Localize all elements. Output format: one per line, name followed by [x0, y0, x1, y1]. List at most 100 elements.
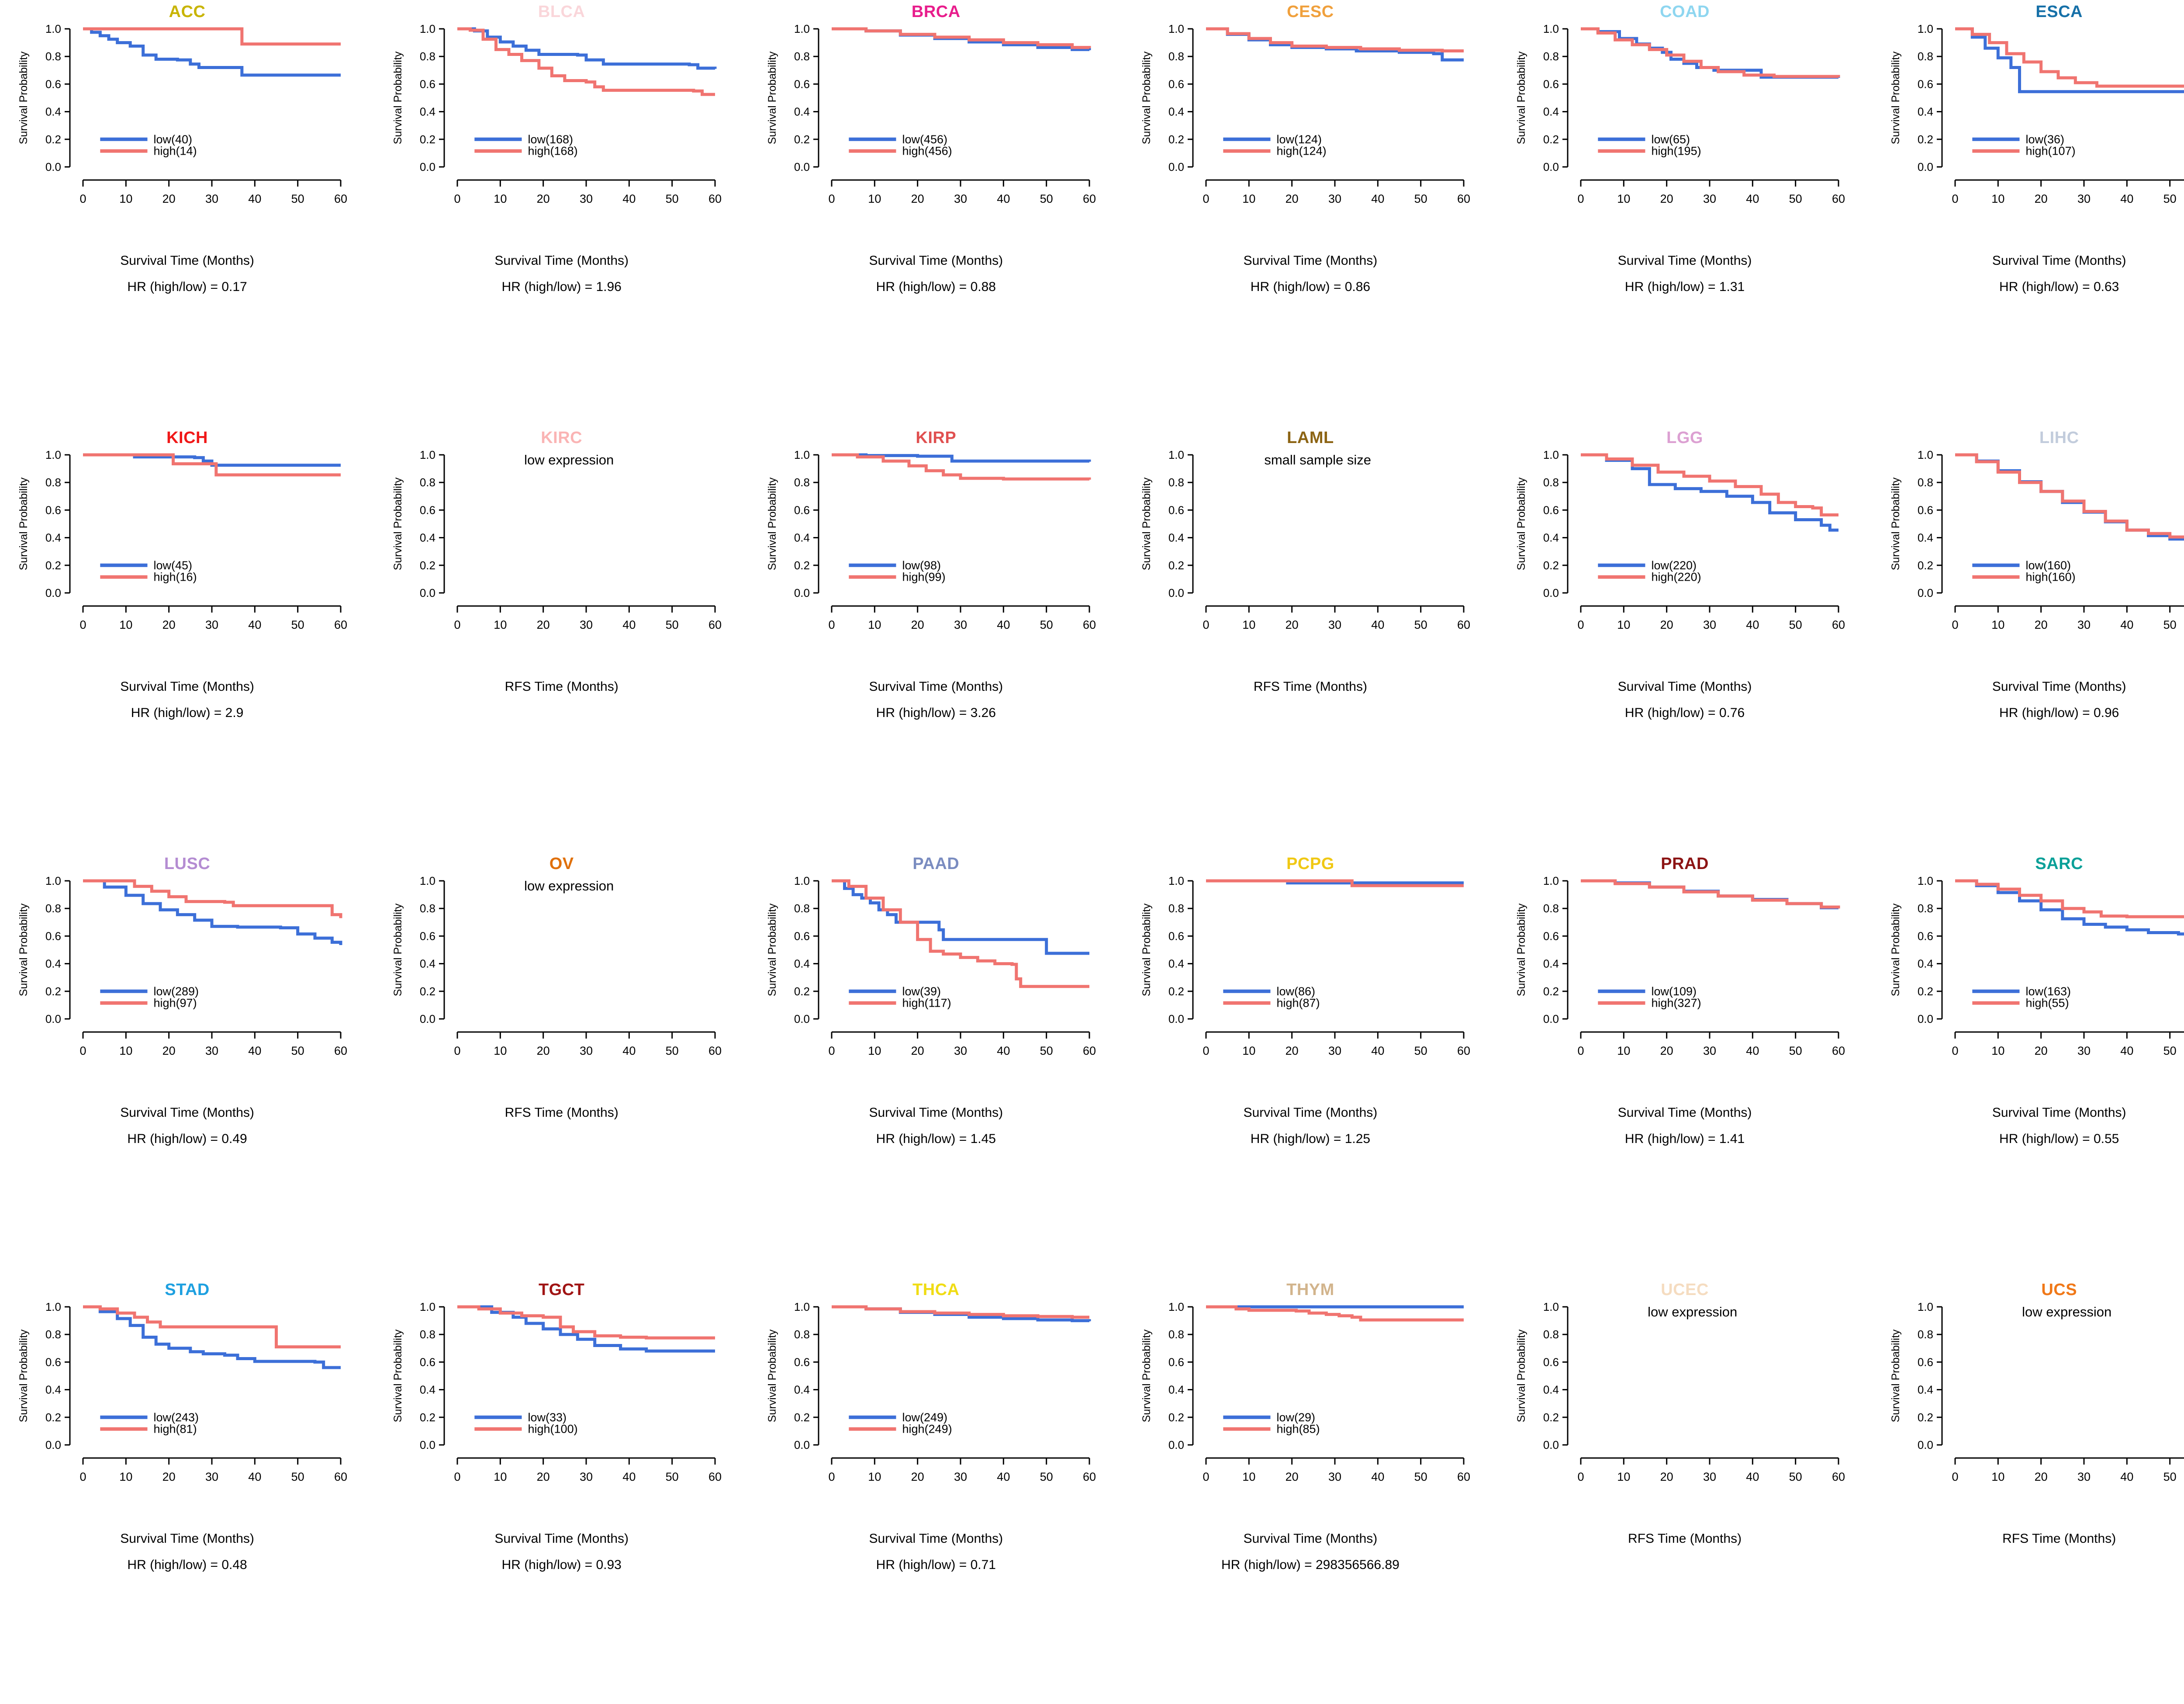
km-plot-area-ucec: Survival Probability 1.0 0.8 0.6 0.4 0.2 0.0 0 1…: [1515, 1301, 1845, 1483]
km-panel-thym: THYM Survival Probability 1.0 0.8 0.6 0.4 0.2 0…: [1123, 1278, 1497, 1704]
km-panel-ucec: UCEC Survival Probability 1.0 0.8 0.6 0.4 0.2 0…: [1498, 1278, 1872, 1704]
y-tick-label: 0.0: [420, 586, 435, 599]
y-tick-label: 1.0: [1917, 875, 1933, 887]
y-tick-label: 0.8: [794, 476, 810, 489]
legend-label-low: low(220): [1651, 559, 1697, 572]
y-tick-label: 0.6: [45, 929, 61, 942]
y-tick-label: 0.4: [1543, 105, 1559, 118]
y-tick-label: 0.6: [1917, 929, 1933, 942]
y-tick-label: 0.4: [1168, 105, 1184, 118]
legend-label-low: low(86): [1277, 985, 1316, 998]
x-tick-label: 60: [1832, 1470, 1845, 1483]
x-tick-label: 30: [1328, 1470, 1341, 1483]
x-axis-caption: RFS Time (Months): [505, 679, 619, 694]
y-tick-label: 0.8: [1168, 50, 1184, 63]
y-axis-label: Survival Probability: [17, 1329, 30, 1422]
x-tick-label: 40: [997, 1470, 1010, 1483]
panel-title-esca: ESCA: [2035, 3, 2083, 21]
hazard-ratio-caption: HR (high/low) = 3.26: [749, 706, 1123, 720]
y-tick-label: 0.4: [420, 105, 435, 118]
legend-label-low: low(45): [154, 559, 193, 572]
x-axis-caption: Survival Time (Months): [1243, 253, 1378, 268]
x-tick-label: 20: [537, 192, 550, 205]
x-tick-label: 30: [1328, 618, 1341, 631]
legend-label-high: high(249): [902, 1423, 952, 1436]
y-axis-label: Survival Probability: [1890, 1329, 1902, 1422]
y-axis-label: Survival Probability: [1515, 903, 1527, 996]
legend-label-low: low(39): [902, 985, 941, 998]
y-tick-label: 0.8: [794, 50, 810, 63]
legend-label-high: high(107): [2025, 145, 2075, 158]
x-axis-caption: Survival Time (Months): [869, 679, 1003, 694]
hazard-ratio-caption: HR (high/low) = 0.76: [1498, 706, 1872, 720]
x-tick-label: 20: [911, 618, 924, 631]
panel-title-coad: COAD: [1660, 3, 1710, 21]
hazard-ratio-prefix: HR (high/low) =: [1999, 706, 2094, 720]
km-panel-brca: BRCA Survival Probability 1.0 0.8 0.6 0.4 0.2 0…: [749, 0, 1123, 426]
panel-title-brca: BRCA: [911, 3, 961, 21]
legend-label-high: high(195): [1651, 145, 1701, 158]
hazard-ratio-caption: HR (high/low) = 0.55: [1872, 1132, 2184, 1146]
km-plot-area-brca: Survival Probability 1.0 0.8 0.6 0.4 0.2 0.0 0 1…: [766, 23, 1096, 205]
km-plot-area-prad: Survival Probability 1.0 0.8 0.6 0.4 0.2 0.0 0 1…: [1515, 875, 1845, 1057]
plot-wrapper: Survival Probability 1.0 0.8 0.6 0.4 0.2 0.0 0 1…: [766, 23, 1116, 206]
x-tick-label: 60: [334, 1470, 347, 1483]
x-tick-label: 0: [1952, 192, 1958, 205]
x-tick-label: 30: [2077, 1470, 2091, 1483]
legend-label-high: high(160): [2025, 571, 2075, 584]
legend-label-low: low(109): [1651, 985, 1697, 998]
y-axis-label: Survival Probability: [1890, 903, 1902, 996]
y-tick-label: 0.2: [1917, 985, 1933, 998]
y-tick-label: 1.0: [1543, 1301, 1559, 1313]
x-tick-label: 40: [1746, 618, 1759, 631]
x-tick-label: 50: [1789, 192, 1802, 205]
x-tick-label: 10: [868, 1470, 881, 1483]
y-axis-label: Survival Probability: [766, 903, 778, 996]
legend-label-high: high(117): [902, 997, 951, 1010]
survival-curve-high: [83, 1305, 341, 1349]
legend-label-low: low(160): [2025, 559, 2071, 572]
y-tick-label: 0.8: [45, 476, 61, 489]
km-plot-area-blca: Survival Probability 1.0 0.8 0.6 0.4 0.2 0.0 0 1…: [392, 23, 722, 205]
legend-label-high: high(85): [1277, 1423, 1320, 1436]
x-tick-label: 30: [205, 618, 218, 631]
survival-curve-high: [1580, 879, 1840, 909]
hazard-ratio-value: 1.41: [1719, 1132, 1745, 1146]
x-tick-label: 0: [1952, 1044, 1958, 1057]
x-axis-caption: RFS Time (Months): [505, 1105, 619, 1120]
hazard-ratio-prefix: HR (high/low) =: [1624, 1132, 1719, 1146]
y-axis-label: Survival Probability: [17, 903, 30, 996]
y-tick-label: 0.4: [45, 1383, 61, 1396]
x-tick-label: 10: [1617, 192, 1630, 205]
y-tick-label: 0.2: [45, 559, 61, 572]
x-tick-label: 30: [580, 618, 593, 631]
x-tick-label: 40: [997, 1044, 1010, 1057]
x-tick-label: 20: [1286, 618, 1299, 631]
km-panel-lusc: LUSC Survival Probability 1.0 0.8 0.6 0.4 0.2 0…: [0, 852, 374, 1278]
x-tick-label: 20: [2034, 1470, 2047, 1483]
y-tick-label: 0.6: [45, 77, 61, 90]
x-tick-label: 0: [454, 1470, 461, 1483]
x-tick-label: 30: [205, 1044, 218, 1057]
x-tick-label: 0: [829, 1044, 835, 1057]
panel-title-ucs: UCS: [2041, 1281, 2077, 1299]
x-tick-label: 50: [1789, 1470, 1802, 1483]
y-axis-label: Survival Probability: [1140, 903, 1153, 996]
x-axis-caption: Survival Time (Months): [1243, 1531, 1378, 1546]
km-plot-area-pcpg: Survival Probability 1.0 0.8 0.6 0.4 0.2 0.0 0 1…: [1140, 875, 1470, 1057]
x-axis-caption: Survival Time (Months): [1243, 1105, 1378, 1120]
plot-wrapper: Survival Probability 1.0 0.8 0.6 0.4 0.2 0.0 0 1…: [392, 875, 741, 1058]
hazard-ratio-value: 3.26: [970, 706, 996, 720]
y-tick-label: 0.0: [45, 1438, 61, 1451]
km-panel-lihc: LIHC Survival Probability 1.0 0.8 0.6 0.4 0.2 0…: [1872, 426, 2184, 852]
km-panel-ucs: UCS Survival Probability 1.0 0.8 0.6 0.4 0.2 0.…: [1872, 1278, 2184, 1704]
hazard-ratio-prefix: HR (high/low) =: [131, 706, 225, 720]
x-tick-label: 10: [1991, 192, 2004, 205]
x-tick-label: 0: [1203, 1044, 1209, 1057]
panel-title-laml: LAML: [1287, 429, 1334, 447]
x-tick-label: 30: [1328, 1044, 1341, 1057]
x-tick-label: 50: [2163, 1044, 2176, 1057]
y-tick-label: 0.8: [1917, 902, 1933, 915]
x-axis-caption: RFS Time (Months): [1253, 679, 1367, 694]
y-tick-label: 0.8: [1168, 902, 1184, 915]
